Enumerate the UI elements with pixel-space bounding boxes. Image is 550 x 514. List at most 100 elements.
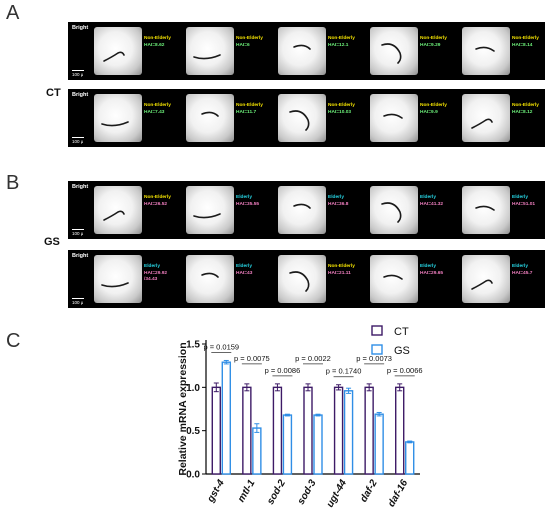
scale-bar <box>72 137 84 138</box>
y-tick-label: 1.0 <box>186 383 200 394</box>
worm-shape <box>381 202 402 223</box>
worm-micrograph <box>278 186 326 234</box>
worm-micrograph <box>94 94 142 142</box>
worm-shape <box>193 54 221 60</box>
aging-status: Elderly <box>512 264 528 269</box>
bar-ct-daf-2 <box>364 386 374 475</box>
worm-shape <box>293 203 311 209</box>
scale-bar-label: 100 μ <box>72 139 84 144</box>
worm-annotation: Non-Elderly HAI=10.03 <box>328 103 355 116</box>
worm-annotation: Elderly HAI=36.8 <box>328 195 348 208</box>
hai-value: HAI=12.1 <box>328 42 349 48</box>
worm-micrograph <box>94 255 142 303</box>
p-value-label: p = 0.1740 <box>326 367 362 376</box>
worm-micrograph <box>278 255 326 303</box>
bar-gs-ugt-44 <box>343 390 354 475</box>
scale-bar <box>72 70 84 71</box>
hai-value: HAI=6 <box>236 42 250 48</box>
p-value-label: p = 0.0086 <box>265 366 301 375</box>
worm-micrograph <box>186 255 234 303</box>
panel-letter-b: B <box>6 172 20 194</box>
aging-status: Non-Elderly <box>512 36 539 41</box>
worm-annotation: Elderly HAI=29.65 <box>420 264 443 277</box>
micrograph-strip-gs-2: Bright 100 μ Elderly HAI=29.92/34.43 Elderly… <box>68 250 545 308</box>
p-value-label: p = 0.0073 <box>356 354 392 363</box>
x-category-label: daf-16 <box>386 478 410 509</box>
micrograph-strip-gs-1: Bright 100 μ Non-Elderly HAI=26.52 Elderly HA… <box>68 181 545 239</box>
bright-field-label: Bright <box>72 25 89 31</box>
hai-value: HAI=9.29 <box>420 42 441 48</box>
aging-status: Non-Elderly <box>420 36 447 41</box>
worm-shape <box>201 111 219 117</box>
micrograph-strip-ct-2: Bright 100 μ Non-Elderly HAI=7.43 Non-Elderl… <box>68 89 545 147</box>
worm-shape <box>201 272 219 278</box>
legend-swatch-gs <box>371 344 383 355</box>
worm-annotation: Non-Elderly HAI=8.62 <box>144 36 171 49</box>
bright-field-label: Bright <box>72 92 89 98</box>
worm-shape <box>289 271 310 292</box>
bar-gs-mtl-1 <box>252 427 262 475</box>
worm-micrograph <box>278 94 326 142</box>
x-category-label: sod-3 <box>296 478 319 507</box>
worm-annotation: Elderly HAI=45.7 <box>512 264 532 277</box>
bar-ct-daf-16 <box>395 386 405 475</box>
worm-shape <box>289 110 310 131</box>
bar-gs-gst-4 <box>221 361 231 475</box>
scale-bar-label: 100 μ <box>72 72 84 77</box>
p-value-label: p = 0.0022 <box>295 354 331 363</box>
hai-value: HAI=51.01 <box>512 201 536 207</box>
legend-swatch-ct <box>371 325 383 336</box>
aging-status: Non-Elderly <box>144 36 171 41</box>
worm-micrograph <box>462 255 510 303</box>
legend-label-gs: GS <box>394 345 410 357</box>
aging-status: Non-Elderly <box>420 103 447 108</box>
hai-value: HAI=43 <box>236 270 253 276</box>
worm-annotation: Elderly HAI=35.55 <box>236 195 259 208</box>
hai-value: HAI=41.32 <box>420 201 444 207</box>
worm-micrograph <box>186 186 234 234</box>
worm-annotation: Non-Elderly HAI=21.11 <box>328 264 355 277</box>
worm-micrograph <box>186 27 234 75</box>
hai-value: HAI=10.03 <box>328 109 352 115</box>
aging-status: Elderly <box>236 195 252 200</box>
worm-shape <box>103 51 125 62</box>
worm-micrograph <box>370 186 418 234</box>
hai-value: HAI=8.12 <box>512 109 533 115</box>
worm-shape <box>475 205 495 211</box>
worm-micrograph <box>370 27 418 75</box>
bar-ct-gst-4 <box>211 386 221 475</box>
aging-status: Elderly <box>236 264 252 269</box>
p-value-label: p = 0.0159 <box>203 342 239 351</box>
worm-annotation: Elderly HAI=29.92/34.43 <box>144 264 167 284</box>
hai-value: HAI=8.14 <box>512 42 533 48</box>
worm-shape <box>471 279 493 290</box>
micrograph-strip-ct-1: Bright 100 μ Non-Elderly HAI=8.62 Non-Elderl… <box>68 22 545 80</box>
panel-letter-a: A <box>6 2 20 24</box>
worm-micrograph <box>462 27 510 75</box>
hai-value: HAI=21.11 <box>328 270 351 276</box>
y-tick-label: 1.5 <box>186 340 200 351</box>
worm-annotation: Non-Elderly HAI=7.43 <box>144 103 171 116</box>
x-category-label: gst-4 <box>205 478 227 505</box>
worm-micrograph <box>94 186 142 234</box>
hai-value: HAI=26.52 <box>144 201 168 207</box>
worm-shape <box>383 274 403 280</box>
aging-status: Elderly <box>328 195 344 200</box>
hai-value: HAI=9.9 <box>420 109 438 115</box>
worm-micrograph <box>370 255 418 303</box>
worm-shape <box>475 46 495 52</box>
aging-status: Non-Elderly <box>328 36 355 41</box>
hai-value: HAI=11.7 <box>236 109 257 115</box>
bar-gs-sod-2 <box>282 414 293 475</box>
worm-annotation: Elderly HAI=51.01 <box>512 195 535 208</box>
y-tick-label: 0.0 <box>186 470 200 481</box>
aging-status: Non-Elderly <box>236 103 263 108</box>
bar-gs-daf-16 <box>405 441 415 475</box>
worm-annotation: Non-Elderly HAI=12.1 <box>328 36 355 49</box>
worm-micrograph <box>462 186 510 234</box>
worm-shape <box>381 43 402 64</box>
bright-field-label: Bright <box>72 253 89 259</box>
hai-value: HAI=8.62 <box>144 42 165 48</box>
group-label-gs: GS <box>44 236 60 248</box>
